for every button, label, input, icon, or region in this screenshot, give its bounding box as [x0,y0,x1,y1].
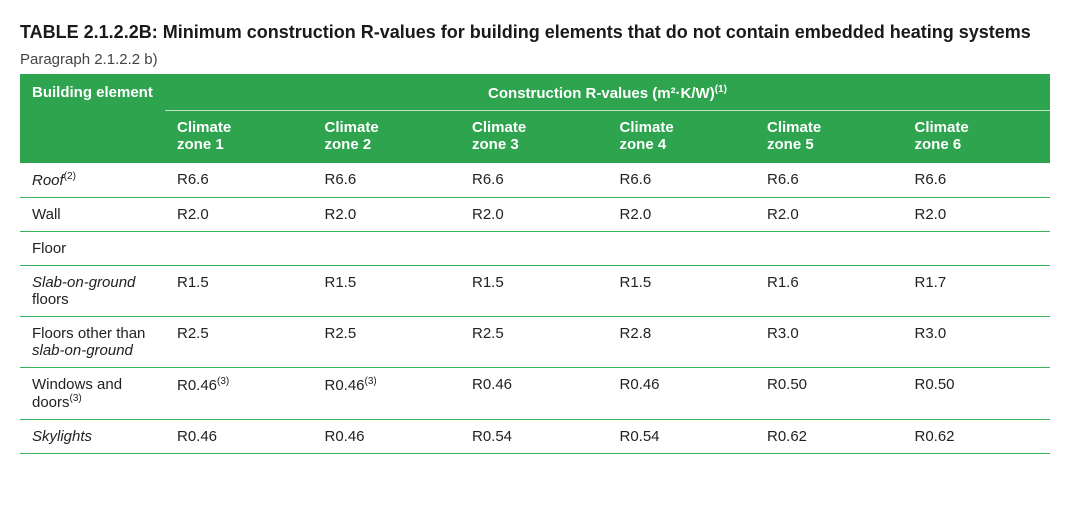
cell-value: R2.0 [608,198,756,232]
header-climate-zone-3: Climatezone 3 [460,111,608,164]
cell-value: R2.0 [313,198,461,232]
cell-value: R2.0 [460,198,608,232]
cell-value: R0.46 [165,420,313,454]
cell-value: R0.46(3) [165,368,313,420]
header-climate-zone-5: Climatezone 5 [755,111,903,164]
header-building-element: Building element [20,74,165,163]
cell-value: R1.7 [903,266,1051,317]
cell-value: R2.0 [755,198,903,232]
cell-value: R0.62 [903,420,1051,454]
cell-value: R1.5 [165,266,313,317]
row-label: Windows and doors(3) [20,368,165,420]
row-label: Skylights [20,420,165,454]
table-row: Slab-on-ground floorsR1.5R1.5R1.5R1.5R1.… [20,266,1050,317]
cell-value: R2.5 [460,317,608,368]
row-label: Slab-on-ground floors [20,266,165,317]
row-label: Roof(2) [20,163,165,198]
cell-value: R0.46 [313,420,461,454]
header-climate-zone-6: Climatezone 6 [903,111,1051,164]
cell-value: R3.0 [755,317,903,368]
cell-value: R6.6 [460,163,608,198]
cell-value: R1.6 [755,266,903,317]
title-text: Minimum construction R-values for buildi… [163,22,1031,42]
cell-value: R0.62 [755,420,903,454]
cell-value: R1.5 [313,266,461,317]
cell-value: R0.54 [460,420,608,454]
cell-value: R0.46 [608,368,756,420]
table-title: TABLE 2.1.2.2B: Minimum construction R-v… [20,20,1050,45]
cell-value: R2.8 [608,317,756,368]
table-row: Roof(2)R6.6R6.6R6.6R6.6R6.6R6.6 [20,163,1050,198]
table-row: WallR2.0R2.0R2.0R2.0R2.0R2.0 [20,198,1050,232]
table-row: Windows and doors(3)R0.46(3)R0.46(3)R0.4… [20,368,1050,420]
cell-value: R0.46 [460,368,608,420]
cell-value: R6.6 [903,163,1051,198]
header-climate-zone-2: Climatezone 2 [313,111,461,164]
cell-value: R2.5 [165,317,313,368]
paragraph-reference: Paragraph 2.1.2.2 b) [20,51,1050,68]
table-row: Floor [20,232,1050,266]
rvalues-table: Building element Construction R-values (… [20,74,1050,454]
header-rvalues: Construction R-values (m²·K/W)(1) [165,74,1050,111]
cell-value: R3.0 [903,317,1051,368]
cell-value: R0.50 [903,368,1051,420]
title-prefix: TABLE 2.1.2.2B: [20,22,158,42]
cell-value: R1.5 [460,266,608,317]
header-climate-zone-1: Climatezone 1 [165,111,313,164]
cell-value: R2.5 [313,317,461,368]
cell-value: R2.0 [165,198,313,232]
cell-value: R6.6 [608,163,756,198]
cell-value: R2.0 [903,198,1051,232]
row-label: Floor [20,232,1050,266]
row-label: Wall [20,198,165,232]
table-row: SkylightsR0.46R0.46R0.54R0.54R0.62R0.62 [20,420,1050,454]
cell-value: R0.50 [755,368,903,420]
cell-value: R1.5 [608,266,756,317]
table-body: Roof(2)R6.6R6.6R6.6R6.6R6.6R6.6WallR2.0R… [20,163,1050,454]
header-climate-zone-4: Climatezone 4 [608,111,756,164]
cell-value: R6.6 [313,163,461,198]
table-header: Building element Construction R-values (… [20,74,1050,163]
cell-value: R0.54 [608,420,756,454]
table-row: Floors other than slab-on-groundR2.5R2.5… [20,317,1050,368]
cell-value: R6.6 [755,163,903,198]
cell-value: R0.46(3) [313,368,461,420]
header-climate-row: Climatezone 1Climatezone 2Climatezone 3C… [20,111,1050,164]
cell-value: R6.6 [165,163,313,198]
row-label: Floors other than slab-on-ground [20,317,165,368]
